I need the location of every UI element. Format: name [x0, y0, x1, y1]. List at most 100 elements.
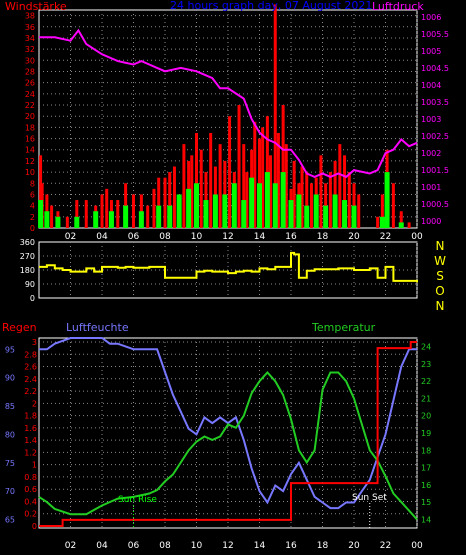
wind-gust-bar	[281, 105, 285, 228]
wind-y-tick-label: 8	[30, 179, 35, 188]
pressure-y-tick-label: 1006	[421, 13, 441, 22]
wind-average-bar	[55, 216, 61, 228]
wind-y-tick-label: 30	[25, 56, 35, 65]
wind-x-tick-label: 02	[65, 232, 76, 242]
wind-gust-bar	[376, 216, 380, 228]
wind-average-bar	[296, 194, 302, 228]
wind-gust-bar	[172, 166, 176, 228]
wind-gust-bar	[253, 121, 257, 228]
wind-x-tick-label: 22	[380, 232, 391, 242]
pressure-y-tick-label: 1002	[421, 149, 441, 158]
wind-y-tick-label: 10	[25, 168, 35, 177]
wind-gust-bar	[75, 200, 79, 228]
lower-x-tick-label: 02	[65, 541, 76, 551]
humidity-y-tick-label: 80	[5, 430, 15, 439]
wind-gust-bar	[190, 155, 194, 228]
wind-y-tick-label: 12	[25, 157, 35, 166]
rain-y-tick-label: 0	[32, 522, 37, 531]
pressure-y-tick-label: 1005	[421, 47, 441, 56]
wind-gust-bar	[182, 144, 186, 228]
wind-gust-bar	[237, 105, 241, 228]
wind-gust-bar	[347, 172, 351, 228]
compass-letter-label: N	[436, 239, 445, 253]
wind-average-bar	[186, 188, 192, 228]
humidity-y-tick-label: 75	[5, 459, 15, 468]
temperature-axis-title: Temperatur	[311, 321, 376, 334]
wind-gust-bar	[273, 4, 277, 228]
rain-y-tick-label: 2	[32, 399, 37, 408]
wind-x-tick-label: 20	[348, 232, 360, 242]
rain-y-tick-label: 2.4	[24, 375, 37, 384]
direction-y-tick-label: 360	[20, 238, 35, 247]
wind-gust-bar	[343, 155, 347, 228]
lower-x-tick-label: 00	[411, 541, 423, 551]
wind-gust-bar	[146, 205, 150, 228]
wind-gust-bar	[245, 172, 249, 228]
wind-average-bar	[241, 200, 247, 228]
wind-average-bar	[93, 211, 99, 228]
wind-average-bar	[123, 205, 129, 228]
humidity-line	[39, 337, 417, 510]
compass-letter-label: S	[436, 269, 444, 283]
temperature-y-tick-label: 16	[421, 481, 431, 490]
wind-average-bar	[257, 183, 262, 228]
temperature-y-tick-label: 19	[421, 429, 431, 438]
wind-gust-bar	[328, 172, 332, 228]
lower-x-tick-label: 22	[380, 541, 391, 551]
pressure-y-tick-label: 1000.5	[421, 200, 449, 209]
wind-x-tick-label: 06	[128, 232, 140, 242]
wind-x-tick-label: 00	[411, 232, 423, 242]
wind-y-tick-label: 14	[25, 146, 35, 155]
wind-y-tick-label: 36	[25, 23, 35, 32]
direction-y-tick-label: 270	[20, 252, 35, 261]
wind-gust-bar	[195, 132, 198, 228]
rain-humidity-temp-ticks: 02 04 06 08 10 12 14 16 18 20 22 0000.20.40.60.811.…	[5, 338, 431, 551]
wind-pressure-ticks: 02 04 06 08 10 12 14 16 18 20 22 000246810121416182…	[25, 12, 449, 242]
wind-average-bar	[212, 194, 218, 228]
wind-axis-title: Windstärke	[5, 0, 67, 13]
temperature-y-tick-label: 18	[421, 446, 431, 455]
wind-gust-bar	[319, 155, 323, 228]
wind-average-bar	[288, 200, 294, 228]
rain-axis-title: Regen	[2, 321, 37, 334]
wind-gust-bar	[391, 183, 395, 228]
rain-y-tick-label: 1.6	[24, 424, 37, 433]
lower-x-tick-label: 10	[191, 541, 203, 551]
wind-gust-bar	[242, 144, 246, 228]
direction-y-tick-label: 180	[20, 266, 35, 275]
rain-y-tick-label: 2.6	[24, 363, 37, 372]
wind-gust-bar	[209, 132, 213, 228]
wind-y-tick-label: 16	[25, 135, 35, 144]
rain-y-tick-label: 1.2	[24, 448, 37, 457]
rain-y-tick-label: 0.8	[24, 473, 37, 482]
compass-letter-label: N	[436, 299, 445, 313]
humidity-y-tick-label: 90	[5, 374, 15, 383]
temperature-y-tick-label: 17	[421, 464, 431, 473]
lower-x-tick-label: 20	[348, 541, 360, 551]
lower-x-tick-label: 18	[317, 541, 329, 551]
sun-set-annotation: Sun Set	[352, 493, 387, 503]
lower-x-tick-label: 12	[222, 541, 233, 551]
wind-x-tick-label: 10	[191, 232, 203, 242]
wind-gust-bar	[218, 144, 222, 228]
wind-average-bar	[249, 177, 255, 228]
temperature-y-tick-label: 21	[421, 394, 431, 403]
lower-x-tick-label: 16	[285, 541, 297, 551]
wind-average-bar	[222, 194, 228, 228]
wind-gust-bar	[116, 200, 120, 228]
humidity-axis-title: Luftfeuchte	[66, 321, 129, 334]
wind-gust-bar	[132, 194, 135, 228]
chart-title: 24 hours graph day, 07 August 2021	[170, 0, 372, 12]
wind-average-bar	[231, 183, 237, 228]
wind-y-tick-label: 24	[25, 90, 35, 99]
wind-average-bar	[176, 194, 182, 228]
sun-rise-annotation: Sun Rise	[118, 495, 157, 505]
wind-gust-bar	[305, 172, 309, 228]
pressure-y-tick-label: 1005.5	[421, 30, 449, 39]
wind-average-bar	[38, 200, 44, 228]
wind-average-bar	[313, 194, 319, 228]
wind-average-bar	[384, 172, 390, 228]
wind-y-tick-label: 4	[30, 202, 35, 211]
wind-y-tick-label: 34	[25, 34, 35, 43]
wind-gust-bar	[338, 144, 342, 228]
